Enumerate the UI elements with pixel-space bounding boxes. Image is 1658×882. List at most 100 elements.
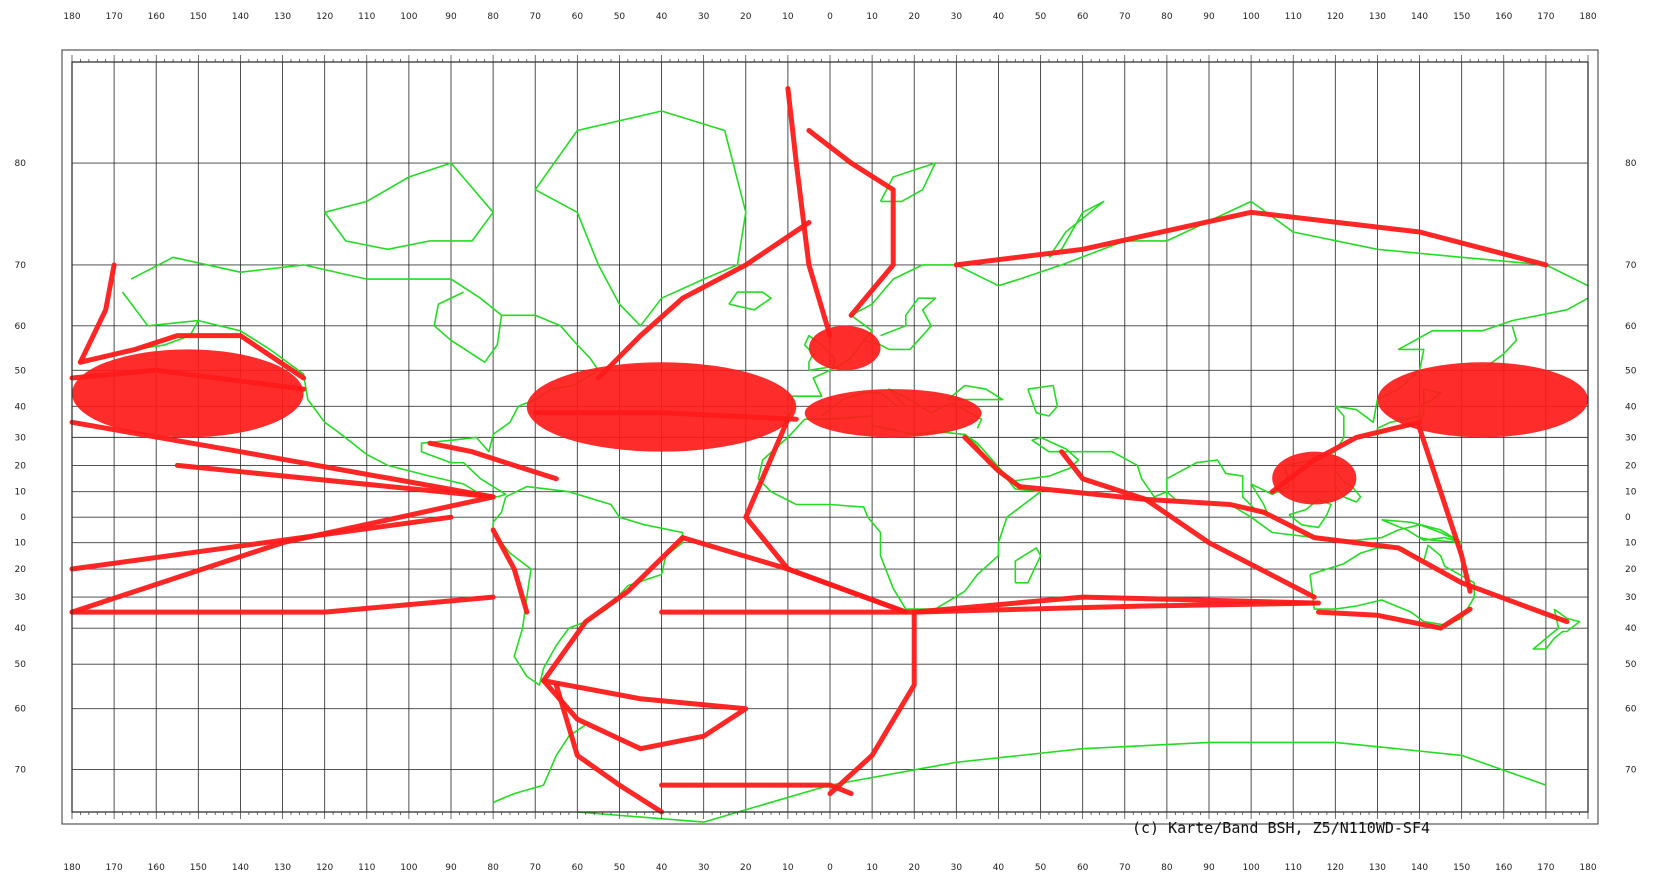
top-lon-label: 100 xyxy=(1243,12,1260,22)
coastline-new-zealand xyxy=(1532,608,1581,650)
top-lon-label: 160 xyxy=(148,12,165,22)
right-lat-label: 40 xyxy=(1625,624,1637,634)
bottom-lon-label: 130 xyxy=(1369,863,1386,873)
coastline-south-america xyxy=(492,485,684,686)
right-lat-label: 0 xyxy=(1625,513,1631,523)
route-antarctic-loop xyxy=(541,678,749,752)
coastline-black-sea xyxy=(947,384,1004,401)
top-lon-label: 170 xyxy=(106,12,123,22)
bottom-lon-label: 60 xyxy=(1077,863,1089,873)
route-brazil-west-africa xyxy=(680,535,909,615)
top-lon-label: 150 xyxy=(1453,12,1470,22)
route-indian-ocean-crossing xyxy=(1143,496,1317,600)
bottom-lon-label: 70 xyxy=(529,863,541,873)
top-lon-label: 140 xyxy=(232,12,249,22)
bottom-lon-label: 10 xyxy=(782,863,794,873)
bottom-lon-label: 10 xyxy=(866,863,878,873)
bottom-lon-label: 100 xyxy=(1243,863,1260,873)
route-south-american-west-coast xyxy=(490,527,530,615)
left-lat-label: 20 xyxy=(15,565,27,575)
dense-region-mediterranean xyxy=(804,389,982,438)
coastline-greenland xyxy=(534,110,747,327)
coastline-europe-africa-asia xyxy=(787,200,1589,420)
bottom-lon-label: 30 xyxy=(951,863,963,873)
left-lat-label: 70 xyxy=(15,261,27,271)
right-lat-label: 30 xyxy=(1625,433,1637,443)
top-lon-label: 50 xyxy=(1035,12,1047,22)
right-lat-label: 50 xyxy=(1625,366,1637,376)
right-lat-label: 30 xyxy=(1625,593,1637,603)
route-north-pacific-great-circle xyxy=(69,367,307,392)
route-antarctic-coast xyxy=(659,782,854,797)
bottom-lon-label: 80 xyxy=(487,863,499,873)
bottom-lon-label: 40 xyxy=(656,863,668,873)
route-central-america-south-pacific xyxy=(69,514,454,572)
bottom-lon-label: 40 xyxy=(993,863,1005,873)
top-lon-label: 50 xyxy=(614,12,626,22)
left-lat-label: 10 xyxy=(15,488,27,498)
coastline-canadian-arctic-islands xyxy=(323,162,494,251)
top-lon-label: 60 xyxy=(572,12,584,22)
route-us-west-coast-alaska xyxy=(77,333,307,381)
top-lon-label: 110 xyxy=(1285,12,1302,22)
route-north-sea-arctic xyxy=(785,86,833,339)
top-lon-label: 80 xyxy=(1161,12,1173,22)
bottom-lon-label: 50 xyxy=(1035,863,1047,873)
bottom-lon-label: 150 xyxy=(1453,863,1470,873)
bottom-lon-label: 90 xyxy=(1203,863,1215,873)
left-lat-label: 60 xyxy=(15,322,27,332)
left-lat-label: 50 xyxy=(15,366,27,376)
right-lat-label: 70 xyxy=(1625,261,1637,271)
right-lat-label: 20 xyxy=(1625,461,1637,471)
right-lat-label: 40 xyxy=(1625,402,1637,412)
bottom-lon-label: 140 xyxy=(1411,863,1428,873)
left-lat-label: 60 xyxy=(15,705,27,715)
bottom-lon-label: 180 xyxy=(1579,863,1596,873)
right-lat-label: 10 xyxy=(1625,488,1637,498)
bottom-lon-label: 140 xyxy=(232,863,249,873)
right-lat-label: 70 xyxy=(1625,766,1637,776)
top-lon-label: 150 xyxy=(190,12,207,22)
coastline-scandinavia-baltic xyxy=(863,297,937,351)
bottom-lon-label: 30 xyxy=(698,863,710,873)
left-lat-label: 10 xyxy=(15,539,27,549)
coastlines xyxy=(121,110,1589,823)
route-red-sea-suez xyxy=(962,434,1022,490)
top-lon-label: 180 xyxy=(63,12,80,22)
top-lon-label: 30 xyxy=(951,12,963,22)
top-lon-label: 160 xyxy=(1495,12,1512,22)
top-lon-label: 70 xyxy=(529,12,541,22)
bottom-lon-label: 70 xyxy=(1119,863,1131,873)
coastline-antarctica xyxy=(577,741,1547,823)
outer-frame xyxy=(61,49,1599,825)
right-lat-label: 50 xyxy=(1625,660,1637,670)
top-lon-label: 90 xyxy=(1203,12,1215,22)
route-persian-gulf-indian-ocean xyxy=(1059,449,1149,502)
map-credit: (c) Karte/Band BSH, Z5/N110WD-SF4 xyxy=(1132,819,1430,837)
right-lat-label: 20 xyxy=(1625,565,1637,575)
top-lon-label: 20 xyxy=(908,12,920,22)
top-lon-label: 170 xyxy=(1537,12,1554,22)
left-lat-label: 70 xyxy=(15,766,27,776)
dense-region-north-sea xyxy=(808,325,881,371)
top-lon-label: 130 xyxy=(1369,12,1386,22)
coastline-north-america-west xyxy=(121,291,498,498)
left-lat-label: 40 xyxy=(15,624,27,634)
bottom-lon-label: 50 xyxy=(614,863,626,873)
bottom-lon-label: 90 xyxy=(445,863,457,873)
bottom-lon-label: 110 xyxy=(1285,863,1302,873)
top-lon-label: 40 xyxy=(993,12,1005,22)
right-lat-label: 80 xyxy=(1625,159,1637,169)
top-lon-label: 100 xyxy=(400,12,417,22)
bottom-lon-label: 60 xyxy=(572,863,584,873)
top-lon-label: 120 xyxy=(1327,12,1344,22)
top-lon-label: 60 xyxy=(1077,12,1089,22)
route-south-pacific-australia xyxy=(69,594,496,615)
coastline-new-guinea xyxy=(1381,519,1463,544)
bottom-lon-label: 170 xyxy=(1537,863,1554,873)
top-lon-label: 0 xyxy=(827,12,833,22)
bottom-lon-label: 120 xyxy=(1327,863,1344,873)
top-lon-label: 140 xyxy=(1411,12,1428,22)
